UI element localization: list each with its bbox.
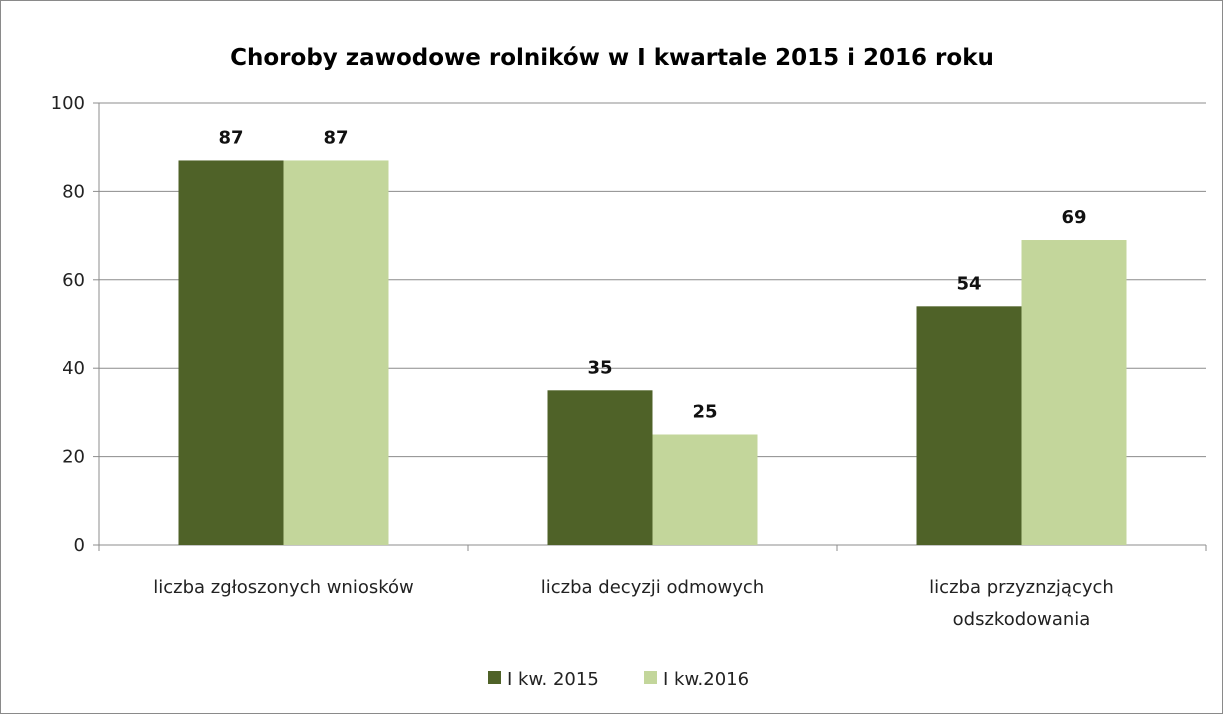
bar-2-3 bbox=[1021, 240, 1127, 545]
axes: 0 20 40 60 80 100 liczba zgłoszonych wniosków l… bbox=[51, 93, 1207, 630]
category-label: liczba decyzji odmowych bbox=[541, 577, 764, 598]
y-tick-label: 0 bbox=[74, 535, 85, 556]
legend-swatch bbox=[644, 671, 657, 684]
category-label-line: liczba zgłoszonych wniosków bbox=[153, 577, 414, 598]
legend-label: I kw. 2015 bbox=[507, 669, 599, 690]
bars bbox=[178, 160, 1127, 545]
data-label: 25 bbox=[692, 402, 717, 423]
y-tick-label: 20 bbox=[62, 447, 85, 468]
y-tick-label: 80 bbox=[62, 181, 85, 202]
data-label: 69 bbox=[1061, 207, 1086, 228]
bar-2-2 bbox=[652, 434, 758, 545]
data-label: 35 bbox=[587, 357, 612, 378]
y-tick-label: 100 bbox=[51, 93, 85, 114]
category-label-line: odszkodowania bbox=[953, 609, 1091, 630]
legend-label: I kw.2016 bbox=[663, 669, 749, 690]
bar-1-2 bbox=[547, 390, 653, 545]
chart-title: Choroby zawodowe rolników w I kwartale 2… bbox=[230, 45, 994, 71]
data-labels: 87 87 35 25 54 69 bbox=[218, 127, 1086, 422]
category-label: liczba przyznzjących odszkodowania bbox=[929, 577, 1114, 630]
category-label-line: liczba decyzji odmowych bbox=[541, 577, 764, 598]
category-label-line: liczba przyznzjących bbox=[929, 577, 1114, 598]
data-label: 87 bbox=[218, 127, 243, 148]
data-label: 87 bbox=[323, 127, 348, 148]
legend-swatch bbox=[488, 671, 501, 684]
bar-2-1 bbox=[283, 160, 389, 545]
bar-1-1 bbox=[178, 160, 284, 545]
data-label: 54 bbox=[956, 273, 981, 294]
legend: I kw. 2015 I kw.2016 bbox=[488, 669, 749, 690]
bar-1-3 bbox=[916, 306, 1022, 545]
category-label: liczba zgłoszonych wniosków bbox=[153, 577, 414, 598]
y-tick-label: 60 bbox=[62, 270, 85, 291]
y-tick-label: 40 bbox=[62, 358, 85, 379]
